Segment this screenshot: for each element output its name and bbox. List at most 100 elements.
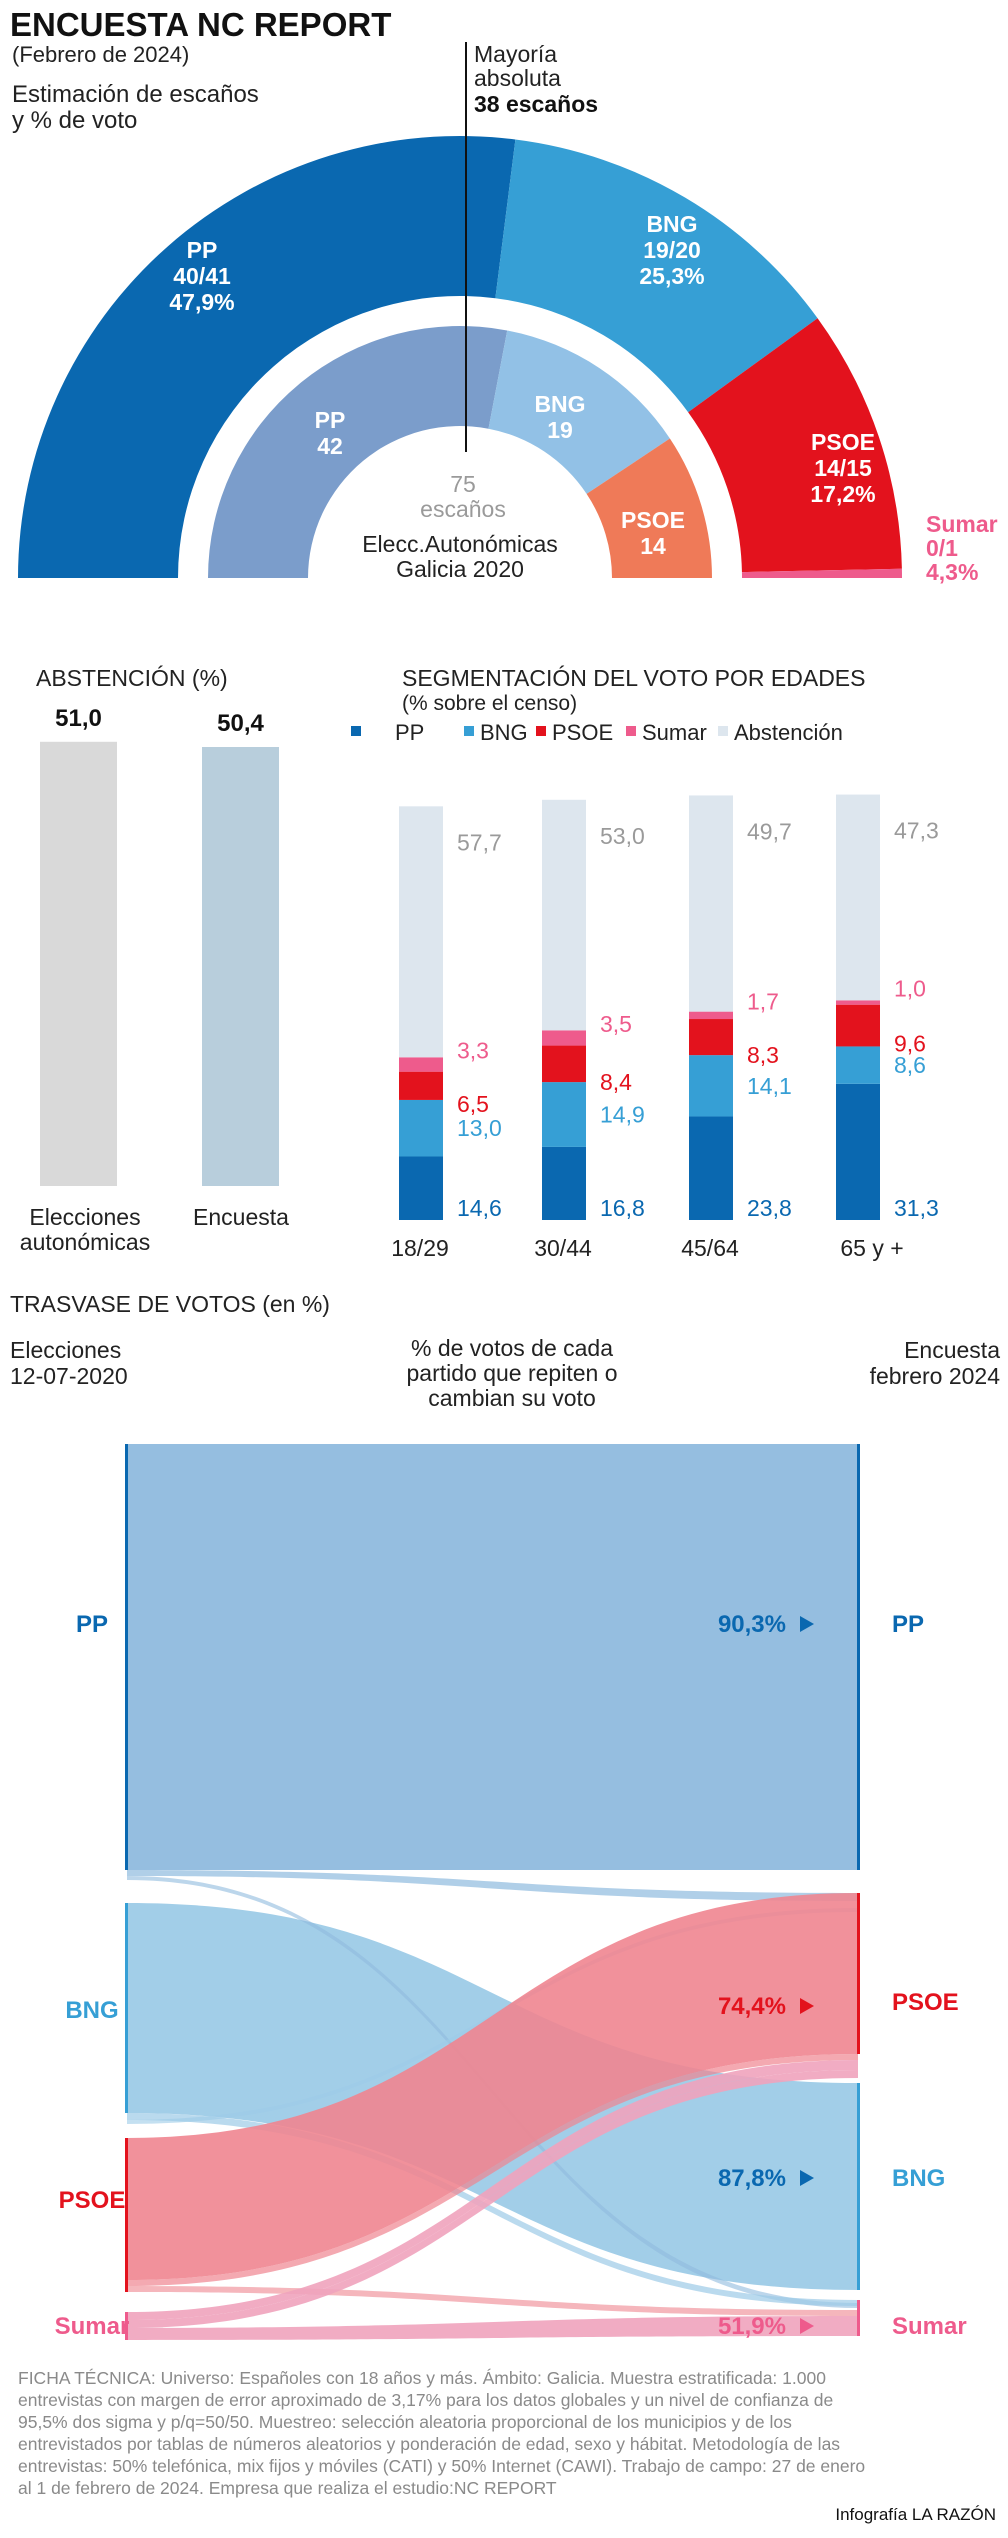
svg-text:BNG: BNG xyxy=(646,211,697,237)
svg-text:PP: PP xyxy=(315,407,346,433)
retention-label: 90,3% xyxy=(718,1611,786,1638)
svg-text:febrero 2024: febrero 2024 xyxy=(870,1363,1001,1389)
election-2020-caption: Elecc.Autonómicas Galicia 2020 xyxy=(362,531,558,582)
age-value-label: 31,3 xyxy=(894,1195,939,1221)
age-bar-segment xyxy=(689,795,733,1012)
age-value-label: 57,7 xyxy=(457,829,502,855)
svg-text:escaños: escaños xyxy=(420,496,506,522)
age-bar-segment xyxy=(836,1046,880,1084)
legend-swatch xyxy=(351,726,361,736)
age-value-label: 53,0 xyxy=(600,823,645,849)
abstention-value-label: 51,0 xyxy=(55,705,102,732)
legend-swatch xyxy=(464,726,474,736)
sankey-source-label: PSOE xyxy=(59,2187,126,2214)
age-value-label: 49,7 xyxy=(747,818,792,844)
svg-text:Encuesta: Encuesta xyxy=(904,1337,1000,1363)
sankey-node-bar xyxy=(857,2083,860,2290)
age-value-label: 16,8 xyxy=(600,1195,645,1221)
legend-swatch xyxy=(626,726,636,736)
age-bar-segment xyxy=(836,1004,880,1047)
abstention-category-label: Elecciones xyxy=(29,1204,140,1230)
age-bar-segment xyxy=(399,1071,443,1100)
majority-line2: absoluta xyxy=(474,65,561,91)
seat-arc-2020-pp xyxy=(208,326,508,578)
sankey-node-bar xyxy=(125,1444,128,1870)
svg-text:entrevistas: 50% telefónica, m: entrevistas: 50% telefónica, mix fijos y… xyxy=(18,2456,865,2476)
abstention-category-label: Encuesta xyxy=(193,1204,289,1230)
sankey-node-bar xyxy=(125,2138,128,2292)
age-value-label: 13,0 xyxy=(457,1115,502,1141)
age-value-label: 1,7 xyxy=(747,988,779,1014)
seat-note-line2: y % de voto xyxy=(12,107,137,134)
legend-label: PP xyxy=(395,720,424,745)
svg-text:25,3%: 25,3% xyxy=(639,263,704,289)
sankey-node-bar xyxy=(857,1444,860,1870)
svg-text:47,9%: 47,9% xyxy=(169,289,234,315)
svg-text:Sumar: Sumar xyxy=(926,511,998,537)
svg-text:Galicia 2020: Galicia 2020 xyxy=(396,556,524,582)
seat-arc-bng xyxy=(495,139,818,413)
sankey-source-label: Sumar xyxy=(55,2313,130,2340)
age-bar-segment xyxy=(689,1019,733,1056)
age-category-label: 30/44 xyxy=(534,1235,592,1261)
age-bar-segment xyxy=(836,794,880,1001)
retention-label: 87,8% xyxy=(718,2165,786,2192)
pp-outer-label: PP 40/41 47,9% xyxy=(169,237,234,315)
flow-sumar-to-psoe xyxy=(127,2060,858,2320)
age-bar-segment xyxy=(689,1116,733,1220)
seat-arc-2020-psoe xyxy=(586,438,712,578)
age-value-label: 8,3 xyxy=(747,1042,779,1068)
majority-line1: Mayoría xyxy=(474,41,557,67)
seat-arc-2020-bng xyxy=(488,330,670,494)
age-value-label: 3,5 xyxy=(600,1011,632,1037)
center-seats-label: 75 escaños xyxy=(420,471,506,522)
transfer-center-header: % de votos de cada partido que repiten o… xyxy=(407,1335,618,1411)
sumar-outer-label: Sumar 0/1 4,3% xyxy=(926,511,998,585)
sankey-source-label: PP xyxy=(76,1611,108,1638)
age-bar-segment xyxy=(399,1057,443,1072)
svg-text:Elecciones: Elecciones xyxy=(10,1337,121,1363)
legend-label: PSOE xyxy=(552,720,613,745)
sankey-target-label: PSOE xyxy=(892,1989,959,2016)
svg-text:14: 14 xyxy=(640,533,666,559)
sankey-target-label: Sumar xyxy=(892,2313,967,2340)
age-value-label: 14,9 xyxy=(600,1102,645,1128)
svg-text:cambian su voto: cambian su voto xyxy=(428,1385,595,1411)
credit-label: Infografía LA RAZÓN xyxy=(835,2505,996,2524)
age-legend: PP BNG PSOE Sumar Abstención xyxy=(351,720,843,745)
legend-swatch xyxy=(718,726,728,736)
age-bar-segment xyxy=(399,1156,443,1220)
age-bar-segment xyxy=(689,1011,733,1020)
svg-text:0/1: 0/1 xyxy=(926,535,958,561)
age-bar-segment xyxy=(542,799,586,1031)
svg-text:PSOE: PSOE xyxy=(621,507,685,533)
svg-text:95,5% dos sigma y p/q=50/50. M: 95,5% dos sigma y p/q=50/50. Muestreo: s… xyxy=(18,2412,792,2432)
abstention-title: ABSTENCIÓN (%) xyxy=(36,665,228,691)
svg-text:42: 42 xyxy=(317,433,343,459)
age-value-label: 3,3 xyxy=(457,1037,489,1063)
age-bar-segment xyxy=(542,1030,586,1046)
svg-text:40/41: 40/41 xyxy=(173,263,231,289)
retention-arrow-icon xyxy=(800,1998,814,2014)
age-subtitle: (% sobre el censo) xyxy=(402,692,577,715)
age-value-label: 47,3 xyxy=(894,818,939,844)
retention-label: 74,4% xyxy=(718,1993,786,2020)
sankey-node-bar xyxy=(125,2312,128,2340)
svg-text:entrevistados por tablas de nú: entrevistados por tablas de números alea… xyxy=(18,2434,840,2454)
age-bar-segment xyxy=(399,1099,443,1157)
retention-arrow-icon xyxy=(800,2170,814,2186)
abstention-value-label: 50,4 xyxy=(217,710,264,737)
abstention-category-label: autonómicas xyxy=(20,1229,150,1255)
svg-text:partido que repiten o: partido que repiten o xyxy=(407,1360,618,1386)
age-value-label: 14,6 xyxy=(457,1195,502,1221)
bng-inner-label: BNG 19 xyxy=(534,391,585,443)
age-bar-segment xyxy=(542,1082,586,1147)
svg-text:19/20: 19/20 xyxy=(643,237,701,263)
svg-text:PP: PP xyxy=(187,237,218,263)
technical-sheet: FICHA TÉCNICA: Universo: Españoles con 1… xyxy=(18,2368,865,2498)
age-value-label: 9,6 xyxy=(894,1031,926,1057)
retention-label: 51,9% xyxy=(718,2313,786,2340)
seat-arc-sumar xyxy=(741,568,902,578)
transfer-left-header: Elecciones 12-07-2020 xyxy=(10,1337,128,1389)
